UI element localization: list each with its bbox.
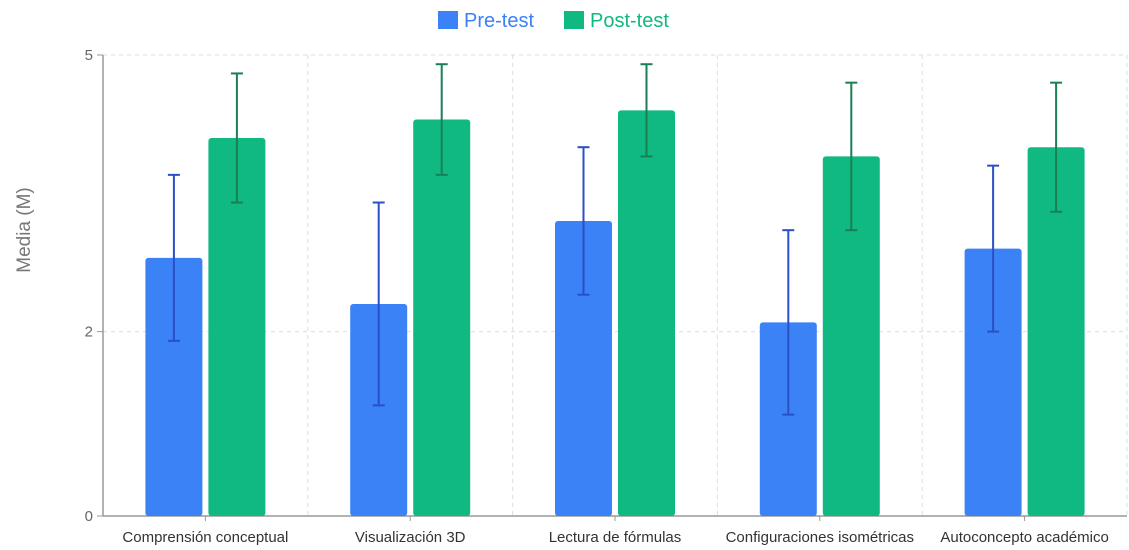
y-axis-label: Media (M) xyxy=(14,187,35,273)
bar-pre-4 xyxy=(964,248,1022,516)
x-tick-label: Comprensión conceptual xyxy=(122,529,288,546)
y-tick-label: 2 xyxy=(85,324,93,341)
x-tick-label: Lectura de fórmulas xyxy=(549,529,682,546)
grid xyxy=(103,54,1128,516)
bar-post-2 xyxy=(618,110,675,516)
x-tick-label: Autoconcepto académico xyxy=(940,529,1108,546)
bars xyxy=(145,110,1085,517)
bar-post-3 xyxy=(822,156,880,517)
legend-label-post: Post-test xyxy=(590,10,669,32)
legend-swatch-post xyxy=(564,11,584,29)
bar-pre-0 xyxy=(145,257,203,516)
bar-post-0 xyxy=(208,137,266,517)
x-tick-label: Configuraciones isométricas xyxy=(726,529,914,546)
x-tick-label: Visualización 3D xyxy=(355,529,466,546)
y-tick-label: 0 xyxy=(85,508,93,525)
legend: Pre-test Post-test xyxy=(438,10,669,32)
axis-labels: 0 2 5 Comprensión conceptual Visualización 3… xyxy=(85,47,1109,546)
bar-pre-2 xyxy=(555,220,612,516)
legend-label-pre: Pre-test xyxy=(464,10,534,32)
bar-post-4 xyxy=(1027,147,1085,516)
legend-swatch-pre xyxy=(438,11,458,29)
error-bars xyxy=(167,63,1063,416)
bar-post-1 xyxy=(413,119,471,516)
bar-pre-1 xyxy=(350,303,408,516)
y-tick-label: 5 xyxy=(85,47,93,64)
axes xyxy=(97,54,1127,521)
bar-pre-3 xyxy=(759,322,817,516)
